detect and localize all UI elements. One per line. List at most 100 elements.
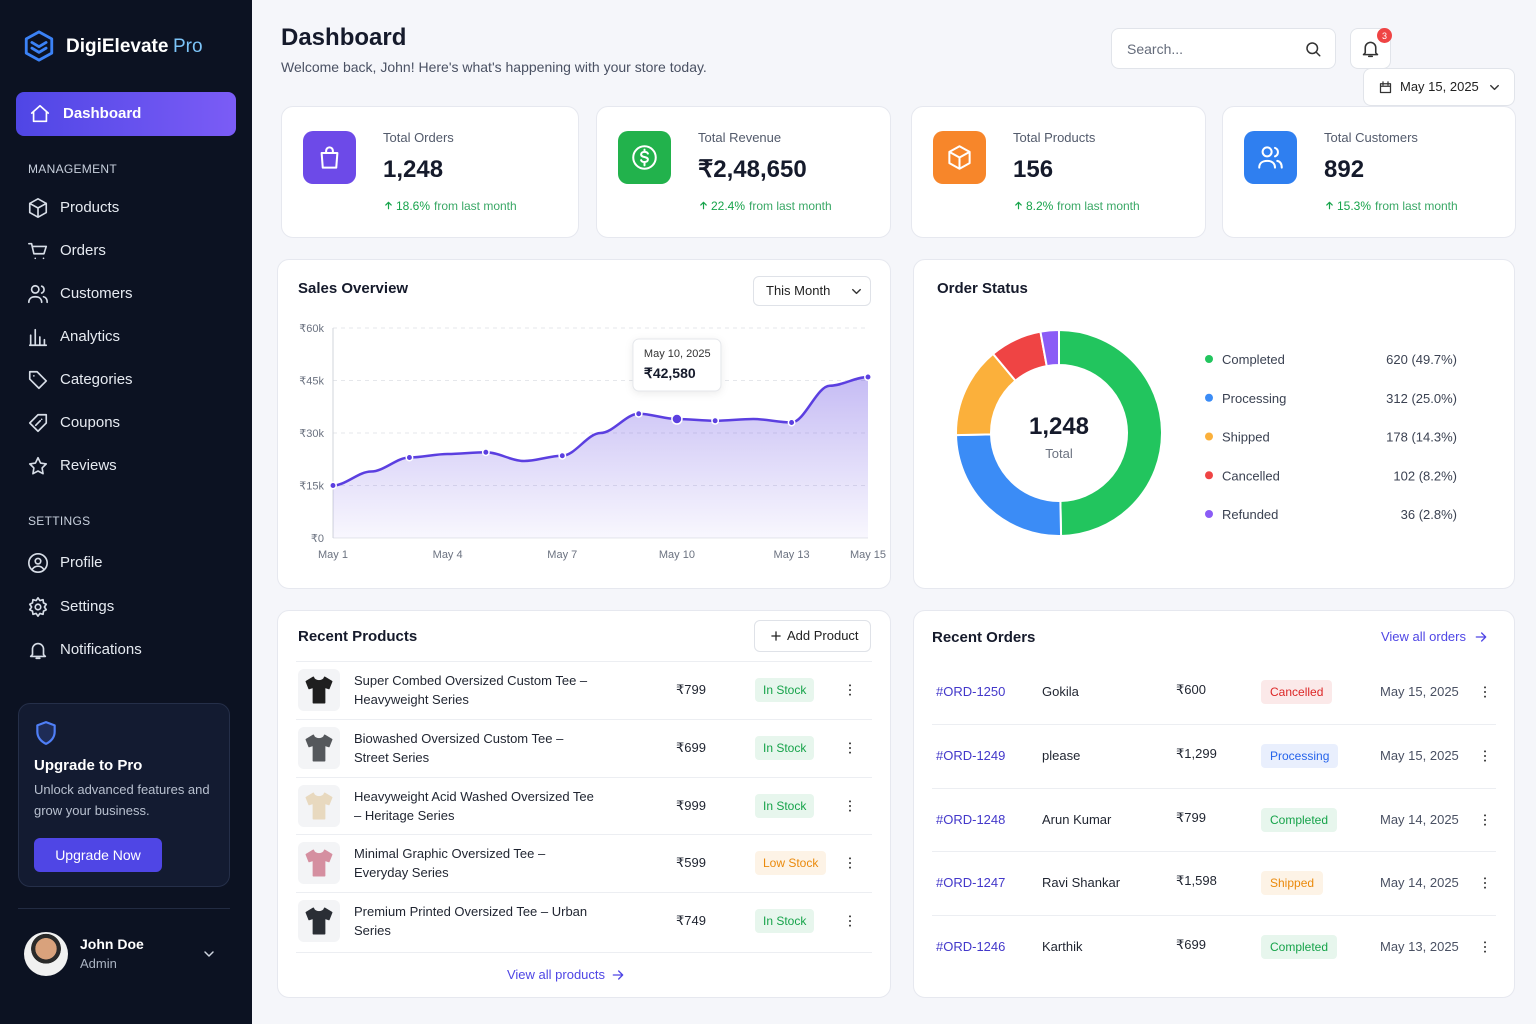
nav-item[interactable]: Coupons [60, 414, 121, 431]
y-tick-label: ₹15k [299, 481, 324, 493]
stat-arrow-shape [700, 201, 707, 210]
nav-icon [28, 456, 48, 475]
order-amount: ₹1,299 [1176, 745, 1217, 761]
brand-tag: Pro [173, 36, 203, 57]
divider [18, 908, 230, 909]
legend-label: Completed [1222, 352, 1285, 367]
nav-item[interactable]: Customers [60, 285, 133, 302]
upgrade-button-label[interactable]: Upgrade Now [55, 847, 141, 863]
period-dropdown[interactable] [753, 276, 871, 306]
order-id[interactable]: #ORD-1248 [936, 811, 1006, 827]
stat-label: Total Revenue [698, 130, 782, 145]
upgrade-button[interactable] [34, 838, 162, 872]
stat-icon-shape [632, 145, 657, 170]
nav-item[interactable]: Notifications [60, 641, 142, 658]
legend-label: Refunded [1222, 507, 1278, 522]
stat-label: Total Customers [1324, 130, 1418, 145]
view-all-orders[interactable]: View all orders [1380, 629, 1466, 644]
row-divider [296, 892, 872, 894]
order-date: May 14, 2025 [1380, 875, 1459, 891]
sales-point [481, 448, 490, 457]
nav-item[interactable]: Profile [60, 554, 103, 571]
notification-badge [1377, 28, 1392, 43]
avatar [24, 932, 68, 976]
product-price: ₹799 [676, 682, 706, 697]
nav-item[interactable]: Reviews [60, 457, 117, 474]
period-chevron [852, 288, 861, 295]
row-menu [1484, 877, 1487, 890]
link-arrow-shape [1475, 632, 1487, 642]
product-price: ₹599 [676, 855, 706, 871]
status-badge: Low Stock [755, 851, 827, 876]
nav-item[interactable]: Categories [60, 371, 133, 388]
add-product-label[interactable]: Add Product [787, 628, 859, 643]
date-label: May 15, 2025 [1400, 79, 1479, 94]
nav-item[interactable]: Dashboard [63, 105, 142, 122]
order-id[interactable]: #ORD-1250 [936, 684, 1006, 699]
x-tick-label: May 4 [433, 549, 463, 561]
order-id[interactable]: #ORD-1246 [936, 939, 1006, 955]
status-badge: Processing [1261, 743, 1339, 768]
nav-icon-shape [28, 596, 48, 617]
calendar-icon [1379, 81, 1392, 94]
row-divider [296, 834, 872, 836]
stat-value: 156 [1013, 156, 1054, 183]
notification-button[interactable] [1350, 28, 1391, 69]
user-menu-shape [204, 951, 214, 957]
legend-value: 36 (2.8%) [1401, 507, 1457, 522]
row-menu [1484, 750, 1487, 762]
nav-icon [30, 104, 50, 123]
stat-change-text: from last month [749, 199, 832, 213]
nav-item[interactable]: Analytics [60, 328, 121, 345]
legend-value: 178 (14.3%) [1386, 430, 1457, 445]
x-tick-label: May 15 [850, 549, 886, 561]
order-id[interactable]: #ORD-1247 [936, 875, 1006, 891]
sales-point [558, 451, 567, 460]
row-divider [932, 723, 1496, 725]
row-divider [296, 718, 872, 720]
product-image-shape [305, 676, 333, 704]
nav-item[interactable]: Products [60, 199, 120, 216]
stat-label: Total Orders [383, 130, 454, 145]
chart-title: Order Status [937, 280, 1028, 297]
product-image [305, 792, 333, 820]
product-image-shape [305, 907, 333, 935]
sales-area [333, 377, 868, 538]
view-all-products[interactable]: View all products [506, 967, 606, 982]
link-arrow [612, 970, 624, 980]
order-id[interactable]: #ORD-1249 [936, 747, 1006, 763]
nav-item[interactable]: Orders [60, 242, 106, 259]
order-date: May 15, 2025 [1380, 684, 1459, 699]
sales-point [711, 416, 720, 425]
stat-icon [948, 145, 971, 170]
nav-icon-shape [29, 642, 47, 660]
row-menu [849, 684, 852, 696]
product-image-shape [305, 792, 333, 820]
search-box[interactable] [1111, 28, 1336, 69]
nav-icon [28, 242, 48, 260]
link-arrow [1475, 632, 1487, 642]
stat-icon-bg [303, 131, 356, 184]
row-menu [1484, 941, 1487, 953]
order-customer: Karthik [1042, 939, 1083, 955]
status-badge: In Stock [755, 735, 815, 760]
status-badge: In Stock [755, 793, 815, 818]
product-image-shape [305, 849, 333, 877]
x-tick-label: May 7 [547, 549, 577, 561]
donut-slice [1058, 328, 1163, 538]
date-picker[interactable] [1363, 68, 1515, 106]
stat-arrow [385, 201, 392, 210]
nav-item[interactable]: Settings [60, 597, 115, 615]
nav-section: SETTINGS [28, 514, 91, 528]
stat-arrow [1326, 201, 1333, 210]
status-badge: Completed [1261, 935, 1338, 960]
order-customer: Ravi Shankar [1042, 875, 1121, 891]
calendar-icon-shape [1379, 81, 1392, 94]
stat-arrow-shape [1015, 201, 1022, 210]
period-label[interactable]: This Month [766, 283, 831, 298]
order-customer: Gokila [1042, 684, 1079, 699]
order-amount: ₹699 [1176, 937, 1206, 953]
upgrade-icon-shape [36, 721, 56, 745]
nav-active[interactable] [16, 92, 236, 136]
